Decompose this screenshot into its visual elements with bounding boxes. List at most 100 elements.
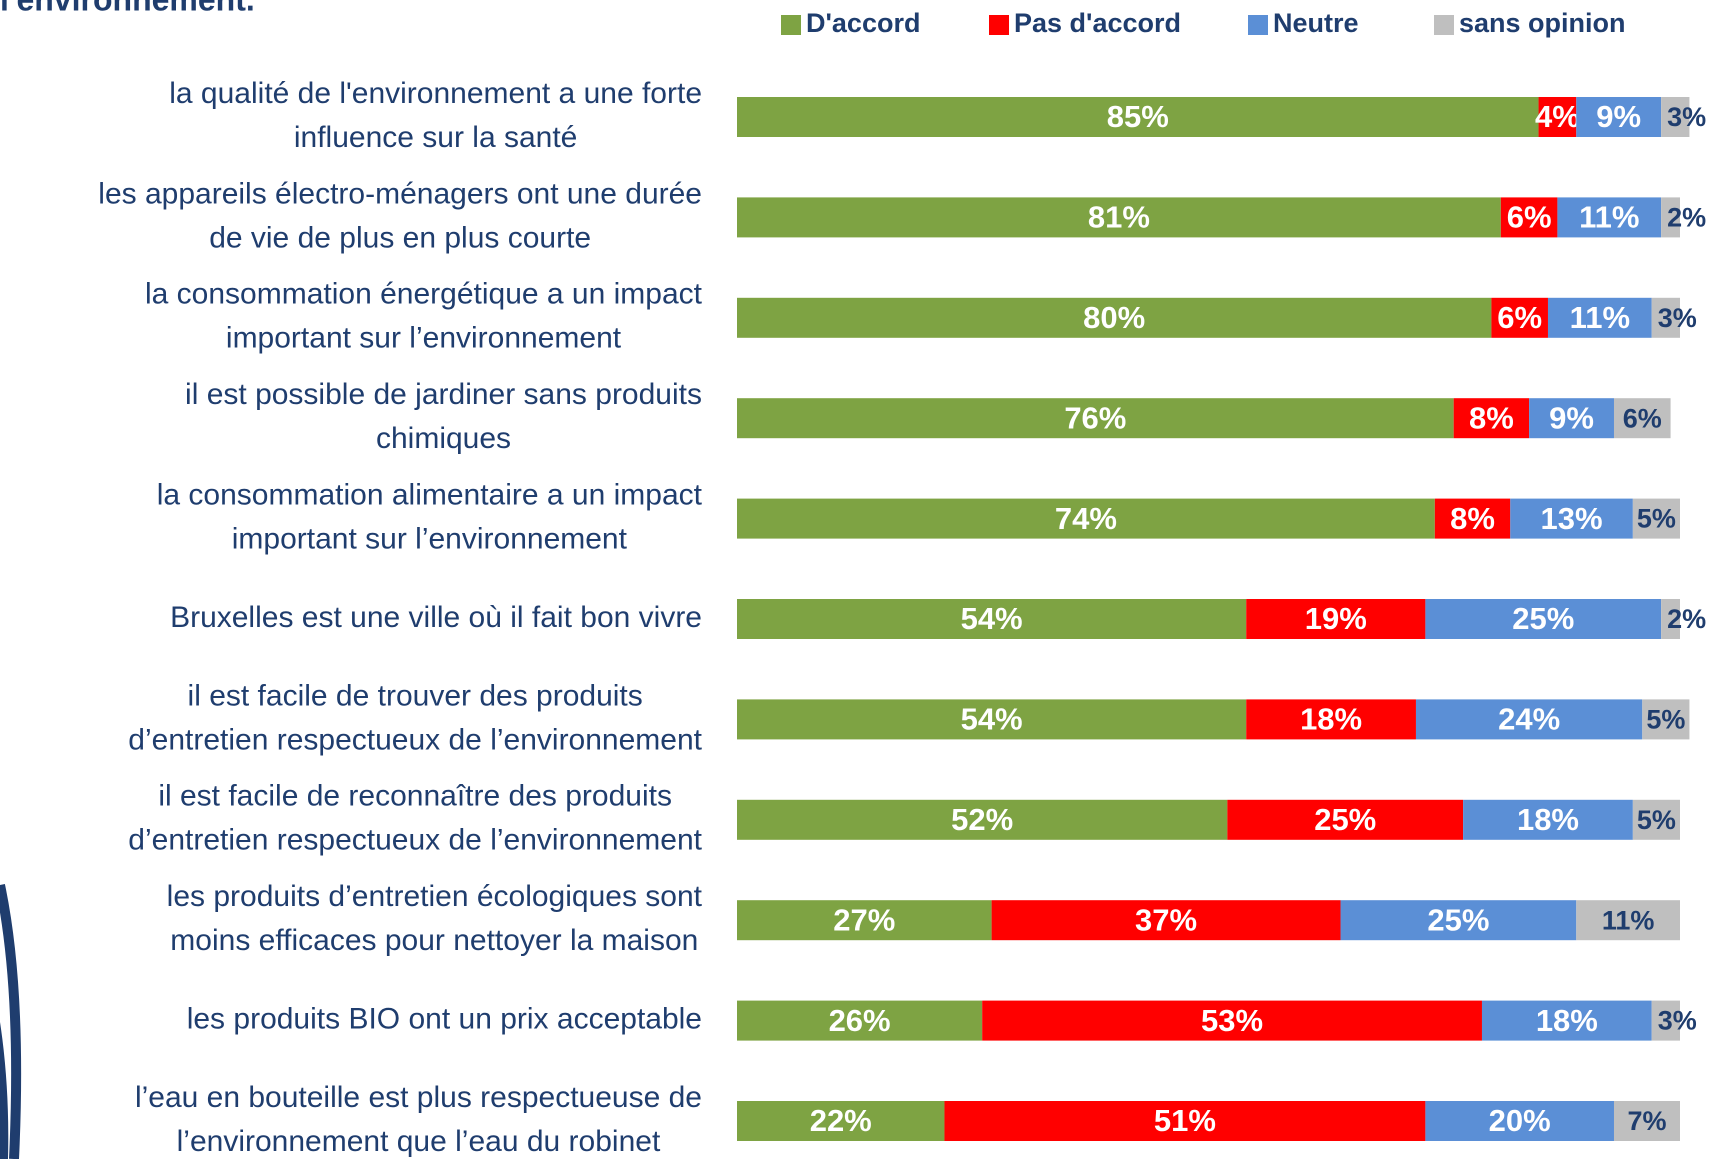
category-label: les produits d’entretien écologiques son… (167, 880, 703, 913)
value-label: 8% (1469, 400, 1514, 435)
legend-label: sans opinion (1459, 8, 1626, 38)
category-label: la qualité de l'environnement a une fort… (169, 77, 702, 110)
value-label: 8% (1450, 501, 1495, 536)
value-label: 2% (1667, 604, 1706, 634)
bar-segment (737, 1000, 983, 1041)
category-label: la consommation énergétique a un impact (145, 278, 703, 311)
bar-segment (1463, 799, 1633, 840)
legend-swatch (1248, 15, 1268, 35)
value-label: 18% (1517, 802, 1579, 837)
bar-segment (737, 97, 1539, 137)
bar-segment (1651, 297, 1680, 338)
bar-segment (1642, 699, 1690, 740)
bar-segment (737, 197, 1501, 238)
bar-segment (1481, 1000, 1652, 1041)
bar-segment (1500, 197, 1558, 238)
decoration-arc (0, 883, 22, 1159)
value-label: 18% (1536, 1003, 1598, 1038)
bar-segment (1246, 599, 1426, 639)
value-label: 20% (1489, 1103, 1551, 1138)
legend-swatch (989, 15, 1009, 35)
category-label: il est facile de trouver des produits (188, 679, 643, 712)
value-label: 4% (1535, 99, 1580, 134)
bar-segment (1557, 197, 1662, 238)
value-label: 11% (1570, 300, 1630, 335)
value-label: 3% (1658, 303, 1697, 333)
category-label: moins efficaces pour nettoyer la maison (170, 924, 698, 957)
bar-segment (1613, 1101, 1680, 1141)
chart-title: l'environnement. (0, 0, 255, 17)
bar-segment (1529, 398, 1614, 439)
bar-segment (1576, 97, 1662, 137)
value-label: 53% (1201, 1003, 1263, 1038)
bar-segment (1340, 900, 1577, 941)
bar-segment (1613, 398, 1671, 439)
value-label: 25% (1427, 902, 1489, 937)
bar-segment (1434, 498, 1511, 539)
value-label: 52% (951, 802, 1013, 837)
legend-swatch (781, 15, 801, 35)
category-label: d’entretien respectueux de l’environneme… (128, 723, 702, 756)
value-label: 13% (1541, 501, 1603, 536)
bar-segment (737, 599, 1247, 639)
bar-segment (1246, 699, 1416, 740)
value-label: 7% (1627, 1106, 1666, 1136)
bar-segment (737, 1101, 945, 1141)
bar-segment (737, 398, 1454, 439)
bar-segment (1632, 799, 1680, 840)
bar-segment (982, 1000, 1482, 1041)
bar-segment (1425, 1101, 1614, 1141)
bar-segment (737, 900, 992, 941)
category-label: la consommation alimentaire a un impact (157, 479, 703, 512)
value-label: 6% (1497, 300, 1542, 335)
decoration (0, 880, 9, 1159)
bar-segment (1425, 599, 1662, 639)
bar-segment (1661, 97, 1690, 137)
bar-segment (1661, 599, 1680, 639)
bar-segment (1227, 799, 1464, 840)
value-label: 9% (1596, 99, 1641, 134)
category-label: important sur l’environnement (232, 523, 628, 556)
value-label: 18% (1300, 702, 1362, 737)
category-label: il est facile de reconnaître des produit… (158, 780, 672, 813)
value-label: 19% (1305, 601, 1367, 636)
bar-segment (1651, 1000, 1680, 1041)
value-label: 2% (1667, 203, 1706, 233)
value-label: 25% (1512, 601, 1574, 636)
bar-segment (737, 498, 1435, 539)
value-label: 24% (1498, 702, 1560, 737)
value-label: 11% (1579, 200, 1639, 235)
bar-segment (737, 699, 1247, 740)
value-label: 54% (961, 601, 1023, 636)
category-label: il est possible de jardiner sans produit… (185, 378, 702, 411)
value-label: 37% (1135, 902, 1197, 937)
category-label: l’eau en bouteille est plus respectueuse… (135, 1081, 702, 1114)
value-label: 11% (1602, 905, 1655, 935)
bar-segment (1453, 398, 1530, 439)
bar-segment (1510, 498, 1633, 539)
value-label: 9% (1549, 400, 1594, 435)
category-label: influence sur la santé (294, 121, 578, 154)
bar-segment (1538, 97, 1577, 137)
value-label: 3% (1667, 102, 1706, 132)
bar-segment (1632, 498, 1680, 539)
value-label: 80% (1083, 300, 1145, 335)
bar-segment (944, 1101, 1426, 1141)
legend-swatch (1434, 15, 1454, 35)
value-label: 22% (810, 1103, 872, 1138)
bar-segment (737, 297, 1492, 338)
value-label: 76% (1064, 400, 1126, 435)
bar-segment (1415, 699, 1643, 740)
bar-segment (1576, 900, 1680, 941)
category-label: Bruxelles est une ville où il fait bon v… (170, 601, 702, 634)
value-label: 6% (1623, 403, 1662, 433)
value-label: 26% (829, 1003, 891, 1038)
category-label: les produits BIO ont un prix acceptable (187, 1003, 702, 1036)
value-label: 74% (1055, 501, 1117, 536)
legend-label: Neutre (1273, 8, 1359, 38)
bar-segment (1547, 297, 1652, 338)
legend-label: Pas d'accord (1014, 8, 1181, 38)
value-label: 5% (1646, 705, 1685, 735)
bar-segment (1661, 197, 1680, 238)
legend-label: D'accord (806, 8, 920, 38)
